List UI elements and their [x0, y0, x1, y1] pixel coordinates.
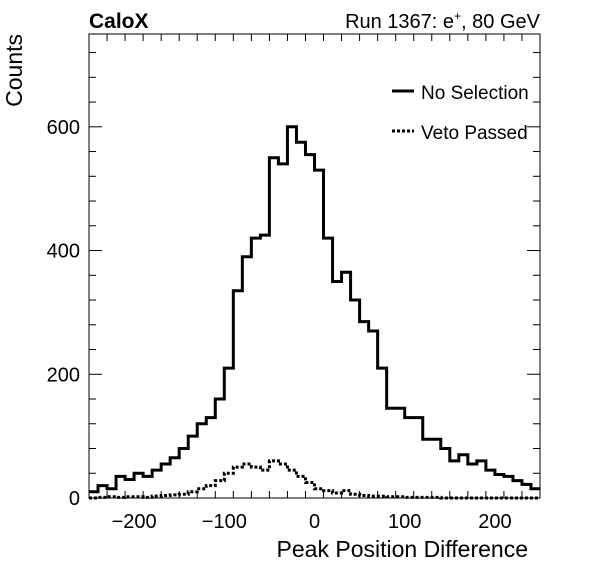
axis-ticks: −200 −100 0 100 200 0 200 400 600: [47, 34, 541, 533]
run-info-label: Run 1367: e+, 80 GeV: [345, 9, 541, 33]
experiment-label: CaloX: [89, 10, 149, 33]
x-tick-label: 0: [309, 511, 320, 533]
x-tick-label: −100: [202, 511, 247, 533]
series-no-selection: [89, 125, 540, 494]
y-tick-label: 0: [69, 488, 80, 510]
plot-frame: [88, 33, 541, 499]
x-tick-label: 200: [478, 511, 511, 533]
series-veto-passed: [89, 459, 540, 500]
legend-label-no-selection: No Selection: [421, 83, 529, 104]
legend-label-veto-passed: Veto Passed: [421, 123, 528, 144]
x-tick-label: 100: [388, 511, 421, 533]
legend: No Selection Veto Passed: [392, 83, 529, 144]
histogram-series: [89, 125, 540, 500]
x-axis-title: Peak Position Difference: [277, 536, 528, 562]
y-axis-title: Counts: [1, 34, 27, 107]
x-tick-label: −200: [112, 511, 157, 533]
y-tick-label: 200: [47, 364, 80, 386]
y-tick-label: 600: [47, 117, 80, 139]
y-tick-label: 400: [47, 241, 80, 263]
